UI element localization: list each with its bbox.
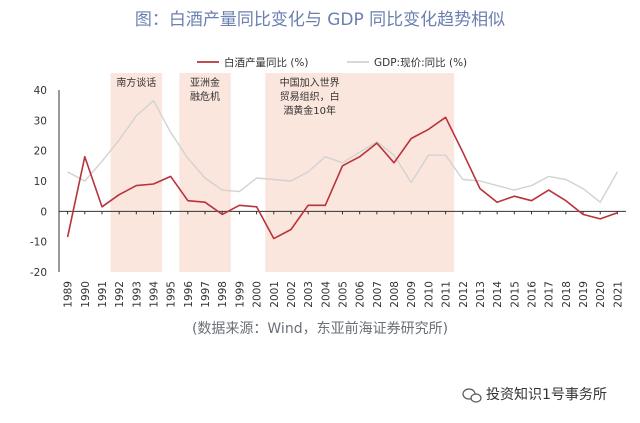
- legend-item: GDP:现价:同比 (%): [347, 56, 467, 69]
- y-tick-label: 10: [34, 176, 47, 188]
- x-tick-label: 2009: [406, 281, 418, 308]
- x-tick-label: 1990: [80, 281, 92, 308]
- x-tick-label: 2003: [303, 281, 315, 308]
- legend-label: GDP:现价:同比 (%): [374, 56, 467, 69]
- shaded-period-label: 中国加入世界: [280, 76, 340, 89]
- x-tick-label: 1996: [183, 281, 195, 308]
- legend-label: 白酒产量同比 (%): [224, 56, 309, 69]
- x-tick-label: 2007: [372, 281, 384, 308]
- x-tick-label: 2015: [509, 281, 521, 308]
- wechat-icon: [462, 388, 482, 403]
- shaded-period-label: 贸易组织，白: [280, 90, 340, 103]
- x-tick-label: 2017: [544, 281, 556, 308]
- x-tick-label: 2002: [286, 281, 298, 308]
- shaded-period-2: [179, 73, 231, 272]
- x-tick-label: 1991: [97, 281, 109, 308]
- shaded-periods: [110, 73, 455, 272]
- watermark: 投资知识1号事务所: [462, 386, 607, 403]
- x-tick-label: 2012: [458, 281, 470, 308]
- shaded-period-label: 南方谈话: [116, 76, 156, 89]
- series-line-baijiu: [66, 116, 618, 240]
- shaded-period-label: 酒黄金10年: [283, 104, 336, 117]
- legend-item: 白酒产量同比 (%): [197, 56, 309, 69]
- x-tick-label: 2014: [492, 281, 504, 308]
- x-tick-label: 1993: [131, 281, 143, 308]
- y-tick-label: -20: [30, 267, 47, 279]
- x-tick-label: 2019: [578, 281, 590, 308]
- shaded-period-3: [265, 73, 455, 272]
- legend: 白酒产量同比 (%) GDP:现价:同比 (%): [197, 56, 467, 69]
- x-tick-label: 2005: [338, 281, 350, 308]
- x-tick-label: 2016: [527, 281, 539, 308]
- series-line-gdp: [67, 99, 619, 203]
- chart-title: 图：白酒产量同比变化与 GDP 同比变化趋势相似: [135, 10, 505, 30]
- x-tick-label: 2001: [269, 281, 281, 308]
- y-tick-label: 0: [40, 206, 47, 218]
- x-tick-label: 1998: [217, 281, 229, 308]
- x-tick-label: 2018: [561, 281, 573, 308]
- x-tick-label: 1994: [149, 281, 161, 308]
- x-tick-label: 1997: [200, 281, 212, 308]
- x-tick-label: 1999: [234, 281, 246, 308]
- x-tick-label: 1995: [166, 281, 178, 308]
- axes: -20 -10 0 10 20 30 40 1989 1990 1991 1992 1993 1994 1…: [30, 85, 626, 308]
- x-tick-label: 2013: [475, 281, 487, 308]
- y-tick-label: -10: [30, 237, 47, 249]
- x-tick-label: 2004: [320, 281, 332, 308]
- y-tick-label: 20: [34, 146, 47, 158]
- x-tick-label: 2020: [595, 281, 607, 308]
- watermark-text: 投资知识1号事务所: [486, 386, 607, 403]
- x-tick-label: 2006: [355, 281, 367, 308]
- y-tick-label: 40: [34, 85, 47, 97]
- chart-source: (数据来源：Wind，东亚前海证券研究所): [192, 320, 448, 337]
- shaded-period-1: [110, 73, 163, 272]
- x-tick-label: 2010: [423, 281, 435, 308]
- y-tick-label: 30: [34, 115, 47, 127]
- x-tick-label: 2000: [252, 281, 264, 308]
- shaded-period-label: 融危机: [190, 90, 220, 103]
- series: [66, 99, 619, 240]
- x-tick-label: 2008: [389, 281, 401, 308]
- x-tick-label: 2011: [441, 281, 453, 308]
- shaded-period-label: 亚洲金: [190, 76, 220, 89]
- x-tick-label: 1989: [63, 281, 75, 308]
- x-tick-label: 1992: [114, 281, 126, 308]
- x-tick-label: 2021: [612, 281, 624, 308]
